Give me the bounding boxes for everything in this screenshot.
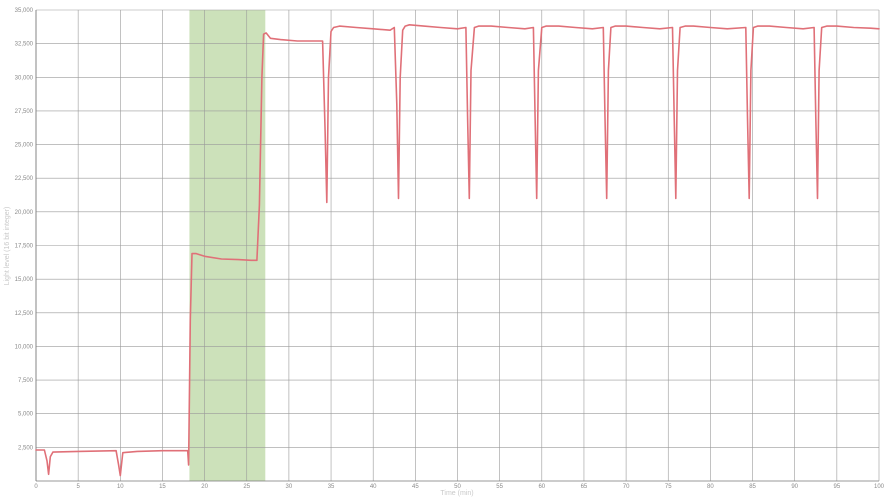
x-tick-label: 75 [665, 484, 672, 490]
x-tick-label: 30 [286, 484, 293, 490]
x-tick-label: 85 [749, 484, 756, 490]
y-tick-label: 32,500 [15, 42, 34, 48]
y-tick-label: 5,000 [18, 412, 34, 418]
y-tick-label: 30,000 [15, 75, 34, 81]
x-tick-label: 20 [201, 484, 208, 490]
series-layer [35, 23, 880, 477]
x-tick-label: 100 [874, 484, 885, 490]
x-tick-label: 10 [117, 484, 124, 490]
tick-label-layer: 0 5 10 15 20 25 30 35 40 45 50 55 60 65 70 75 80 85 90 95 10… [15, 8, 885, 490]
y-tick-label: 27,500 [15, 109, 34, 115]
y-tick-label: 25,000 [15, 143, 34, 149]
y-tick-label: 2,500 [18, 445, 34, 451]
x-tick-label: 40 [370, 484, 377, 490]
y-tick-label: 7,500 [18, 378, 34, 384]
grid-layer [35, 9, 880, 482]
y-tick-label: 15,000 [15, 277, 34, 283]
x-tick-label: 60 [538, 484, 545, 490]
x-tick-label: 45 [412, 484, 419, 490]
y-tick-label: 22,500 [15, 176, 34, 182]
y-tick-label: 12,500 [15, 311, 34, 317]
y-tick-label: 35,000 [15, 8, 34, 14]
x-tick-label: 90 [791, 484, 798, 490]
y-tick-label: 20,000 [15, 210, 34, 216]
x-tick-label: 70 [623, 484, 630, 490]
y-tick-label: 17,500 [15, 244, 34, 250]
x-tick-label: 50 [454, 484, 461, 490]
y-tick-label: 10,000 [15, 344, 34, 350]
x-tick-label: 80 [707, 484, 714, 490]
y-axis-title: Light level (16 bit integer) [4, 207, 11, 286]
x-tick-label: 55 [496, 484, 503, 490]
x-tick-label: 0 [34, 484, 38, 490]
x-tick-label: 95 [834, 484, 841, 490]
x-tick-label: 65 [581, 484, 588, 490]
x-tick-label: 5 [76, 484, 80, 490]
series-line [35, 23, 880, 477]
x-tick-label: 35 [328, 484, 335, 490]
x-tick-label: 15 [159, 484, 166, 490]
x-axis-title: Time (min) [440, 490, 473, 497]
x-tick-label: 25 [243, 484, 250, 490]
